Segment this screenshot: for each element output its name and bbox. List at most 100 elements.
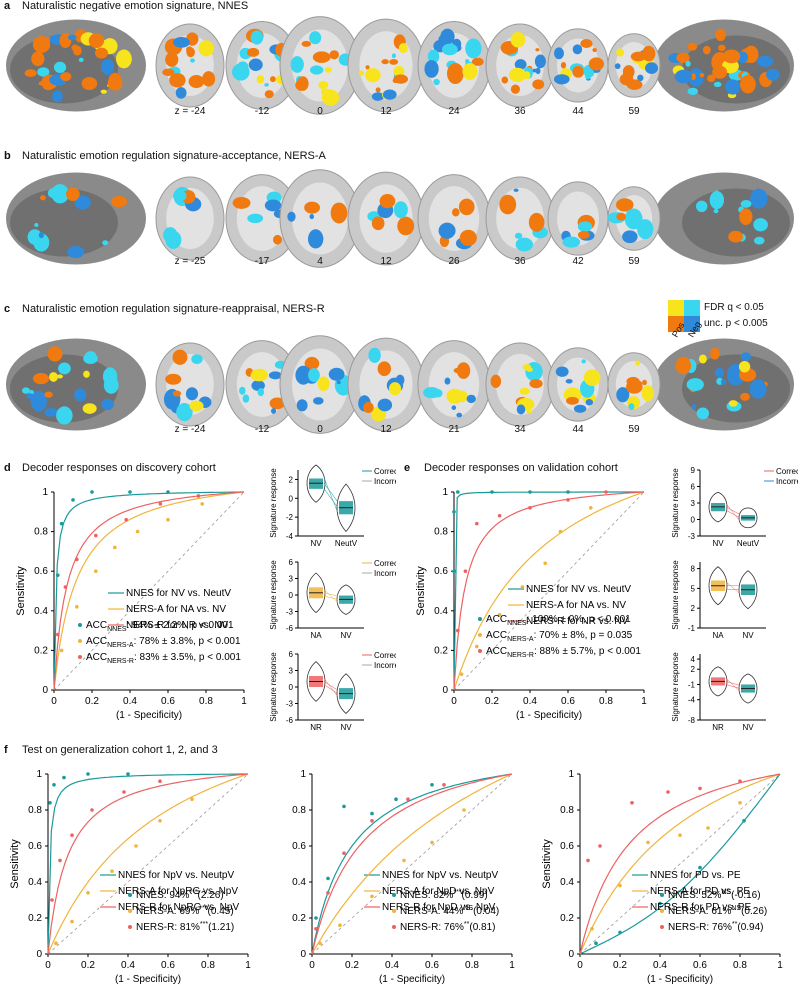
roc-point	[490, 490, 494, 494]
stat-text: NNES: 94%***(2.26)	[136, 889, 224, 901]
roc-point	[590, 927, 594, 931]
roc-point	[370, 894, 374, 899]
roc-curve	[47, 773, 249, 955]
y-tick-label: 0	[36, 949, 42, 960]
panel-a-title: Naturalistic negative emotion signature,…	[22, 0, 249, 12]
activation-blob	[592, 47, 597, 53]
activation-blob	[312, 51, 331, 63]
violin-group	[336, 584, 356, 615]
stat-marker	[128, 893, 132, 897]
stat-text: NNES: 82%***(0.99)	[400, 889, 488, 901]
activation-blob	[688, 68, 704, 87]
activation-blob	[371, 216, 385, 231]
activation-blob	[749, 379, 767, 399]
stat-marker	[128, 909, 132, 913]
axial-slice	[225, 174, 299, 263]
activation-blob	[393, 66, 405, 77]
fdr-label: FDR q < 0.05	[704, 302, 764, 313]
z-coordinate-label: 24	[448, 106, 460, 117]
activation-blob	[709, 190, 725, 210]
y-axis-label: Sensitivity	[15, 566, 27, 616]
activation-blob	[308, 368, 320, 382]
x-tick-label: 1	[509, 960, 515, 971]
activation-blob	[516, 404, 526, 415]
z-coordinate-label: 12	[380, 424, 392, 435]
activation-blob	[572, 44, 583, 55]
activation-blob	[616, 212, 627, 221]
roc-point	[456, 628, 460, 633]
roc-point	[122, 790, 126, 794]
z-coordinate-label: 21	[448, 424, 460, 435]
roc-curve	[53, 491, 244, 691]
z-coordinate-label: -12	[254, 424, 270, 435]
y-tick-label: 1	[300, 769, 306, 780]
activation-blob	[190, 58, 195, 63]
activation-blob	[189, 400, 204, 412]
y-tick-label: 0.4	[34, 606, 48, 617]
violin-category-label: NV	[712, 539, 724, 548]
y-axis-label: Signature response	[671, 652, 680, 722]
activation-blob	[712, 65, 728, 79]
x-tick-label: 0.4	[123, 696, 137, 707]
roc-point	[604, 490, 608, 494]
activation-blob	[363, 401, 374, 413]
y-tick-label: -3	[688, 532, 696, 541]
activation-blob	[626, 79, 643, 90]
activation-blob	[458, 198, 475, 216]
stat-text: NERS-A: 44%NS(0.04)	[400, 905, 499, 917]
x-tick-label: 0.8	[733, 960, 747, 971]
roc-point	[618, 883, 622, 888]
activation-blob	[710, 347, 720, 360]
roc-point	[394, 797, 398, 801]
roc-chart-d: 0 0.2 0.4 0.6 0.8 1 0 0.2 0.4 0.6 0.8 1 (1 - Specifi…	[15, 487, 247, 721]
roc-point	[158, 819, 162, 823]
stat-marker	[392, 893, 396, 897]
legend-label: NNES for NV vs. NeutV	[526, 584, 631, 595]
activation-blob	[691, 404, 697, 410]
activation-blob	[315, 52, 322, 58]
subject-connector	[725, 581, 741, 594]
y-tick-label: 0.2	[34, 645, 48, 656]
activation-blob	[397, 216, 415, 236]
activation-blob	[466, 394, 476, 404]
left-hemisphere	[6, 19, 146, 112]
activation-blob	[256, 75, 265, 84]
activation-blob	[22, 387, 30, 394]
roc-chart-f3: 0 0.2 0.4 0.6 0.8 1 0 0.2 0.4 0.6 0.8 1 (1 - Specifi…	[541, 769, 783, 985]
violin-outline	[738, 507, 758, 529]
activation-blob	[616, 198, 634, 212]
activation-blob	[740, 352, 752, 361]
activation-blob	[588, 57, 605, 71]
violin-category-label: NA	[712, 631, 724, 640]
chance-diagonal	[53, 491, 245, 691]
roc-point	[520, 585, 525, 589]
activation-blob	[451, 208, 460, 217]
x-tick-label: 0.2	[81, 960, 95, 971]
activation-blob	[637, 74, 644, 82]
y-tick-label: 1	[568, 769, 574, 780]
stat-marker	[660, 909, 664, 913]
roc-point	[566, 490, 570, 494]
activation-blob	[427, 49, 440, 64]
activation-blob	[336, 380, 341, 385]
activation-blob	[101, 398, 114, 411]
activation-blob	[102, 240, 109, 246]
roc-point	[630, 801, 634, 805]
activation-blob	[642, 379, 647, 386]
roc-point	[430, 840, 434, 845]
activation-blob	[66, 187, 80, 201]
activation-blob	[32, 373, 50, 385]
activation-blob	[24, 69, 37, 77]
roc-point	[456, 490, 460, 494]
violin-outline	[708, 566, 728, 606]
x-tick-label: 0.8	[199, 696, 213, 707]
legend-label: NERS-R for NR vs. NV	[526, 616, 629, 627]
activation-blob	[375, 87, 381, 93]
roc-point	[326, 876, 330, 881]
axial-slice	[547, 28, 609, 103]
x-tick-label: 0.8	[465, 960, 479, 971]
subject-connector	[725, 506, 741, 515]
y-axis-label: Sensitivity	[541, 839, 553, 889]
violin-group	[306, 464, 326, 503]
activation-blob	[713, 208, 719, 214]
